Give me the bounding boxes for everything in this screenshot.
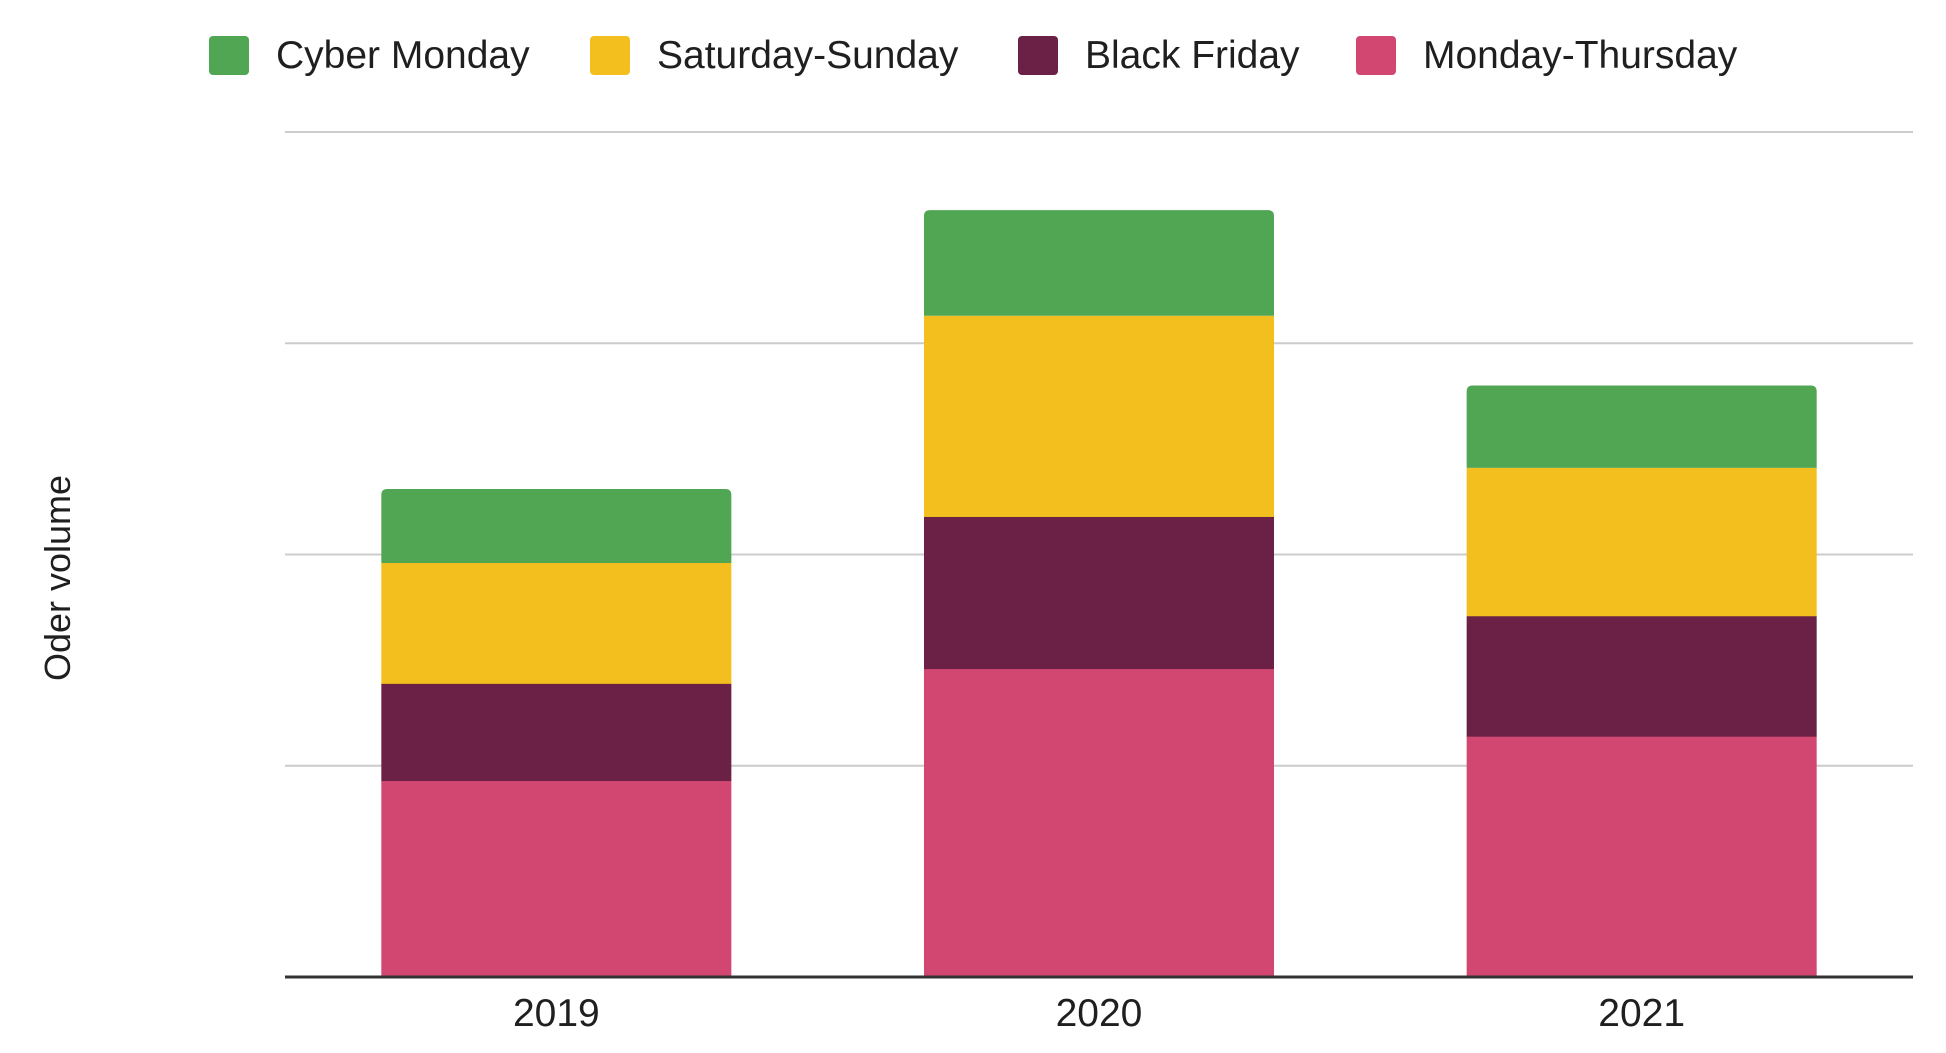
legend-label-saturday-sunday: Saturday-Sunday — [657, 34, 959, 77]
legend-swatch-black-friday — [1018, 36, 1058, 75]
bar-cyber-monday-2019 — [381, 489, 732, 563]
bar-saturday-sunday-2021 — [1466, 467, 1817, 617]
x-tick-label: 2021 — [1598, 992, 1685, 1035]
bar-black-friday-2019 — [381, 683, 732, 782]
legend-swatch-monday-thursday — [1356, 36, 1396, 75]
bar-saturday-sunday-2020 — [923, 315, 1275, 517]
legend-label-monday-thursday: Monday-Thursday — [1423, 34, 1738, 77]
legend-swatch-cyber-monday — [209, 36, 249, 75]
legend-label-black-friday: Black Friday — [1085, 34, 1300, 77]
legend: Cyber Monday Saturday-Sunday Black Friday M… — [209, 34, 1738, 77]
bar-cyber-monday-2021 — [1466, 385, 1817, 468]
bars — [381, 210, 1817, 978]
bar-cyber-monday-2020 — [923, 210, 1275, 316]
x-tick-labels: 2019 2020 2021 — [513, 992, 1685, 1035]
x-tick-label: 2019 — [513, 992, 600, 1035]
legend-swatch-saturday-sunday — [590, 36, 630, 75]
y-axis-title: Oder volume — [37, 475, 78, 681]
bar-saturday-sunday-2019 — [381, 562, 732, 684]
x-tick-label: 2020 — [1056, 992, 1143, 1035]
bar-black-friday-2021 — [1466, 615, 1817, 737]
bar-black-friday-2020 — [923, 516, 1275, 670]
bar-monday-thursday-2021 — [1466, 736, 1817, 978]
bar-monday-thursday-2019 — [381, 780, 732, 978]
legend-label-cyber-monday: Cyber Monday — [276, 34, 530, 77]
bar-monday-thursday-2020 — [923, 668, 1275, 978]
